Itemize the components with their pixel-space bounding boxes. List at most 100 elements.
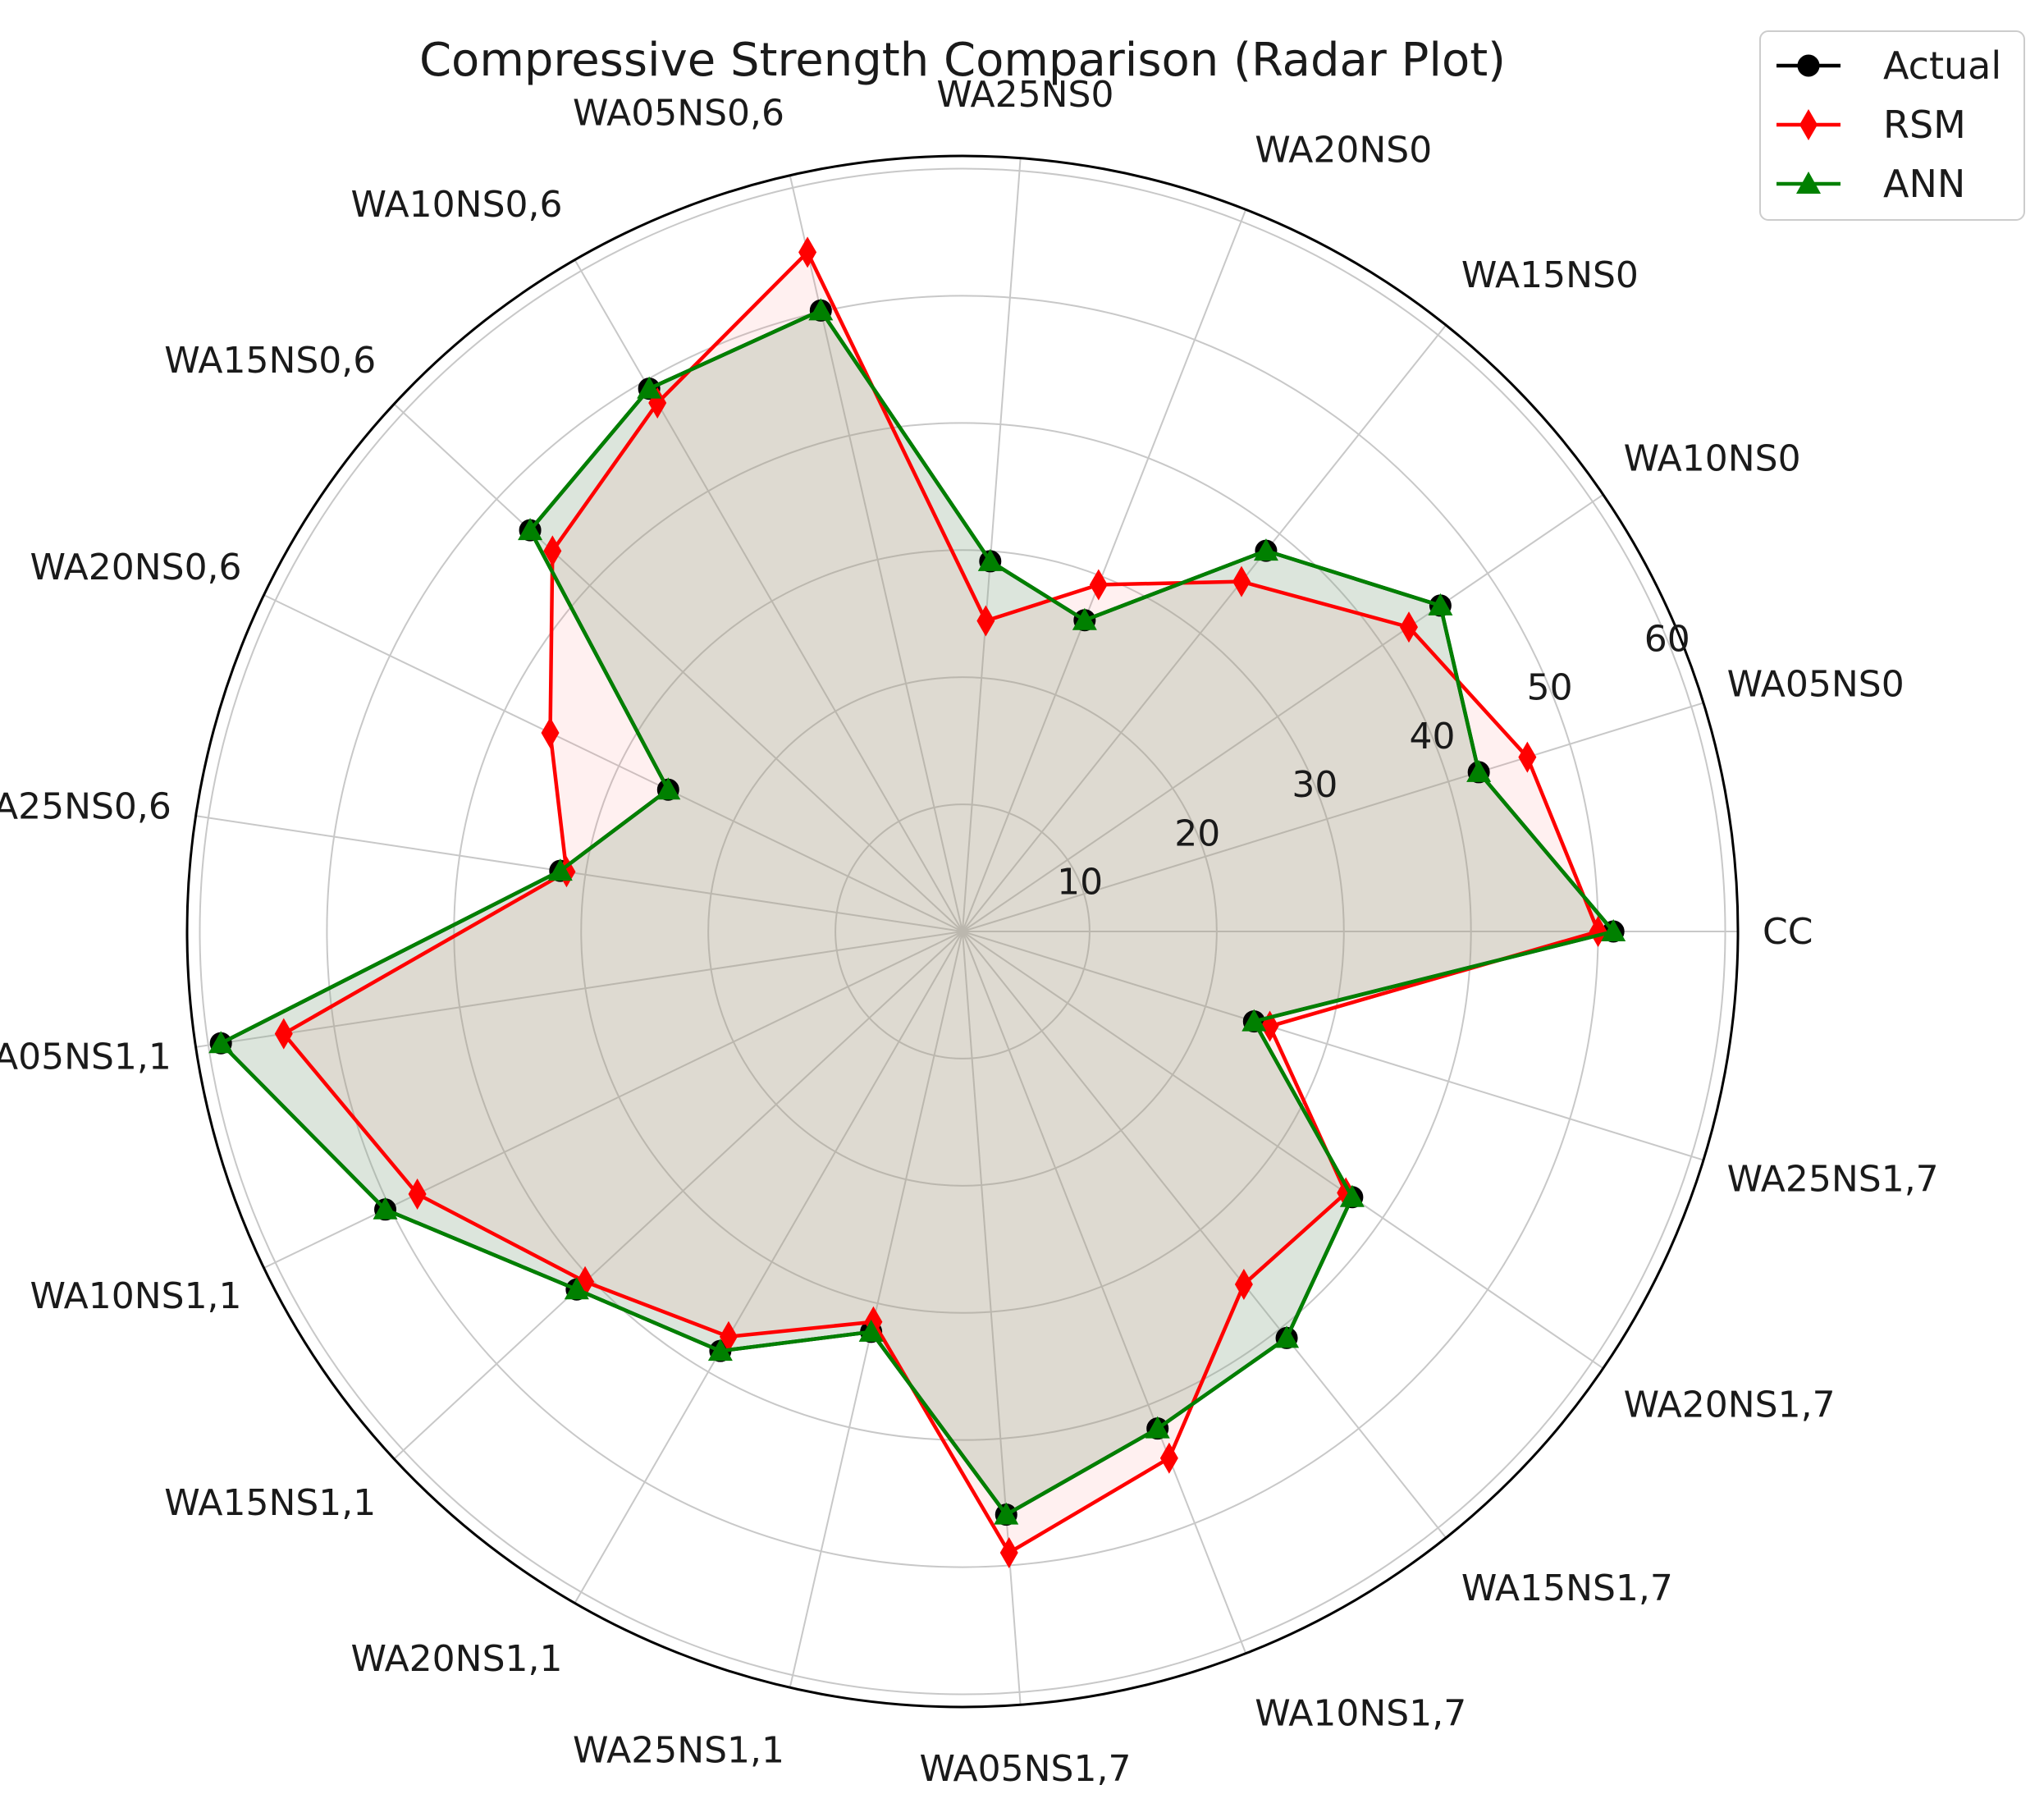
radial-grid xyxy=(185,154,1740,1709)
category-label: WA05NS0 xyxy=(1727,663,1905,705)
category-label: WA10NS0 xyxy=(1624,438,1801,480)
legend-label-rsm: RSM xyxy=(1883,103,1966,147)
grid-spoke xyxy=(263,594,963,932)
grid-spoke xyxy=(962,702,1704,932)
point-rsm xyxy=(274,1018,293,1050)
legend-marker-actual xyxy=(1797,54,1820,77)
point-ann xyxy=(1274,1325,1300,1348)
category-label: CC xyxy=(1763,911,1813,953)
point-ann xyxy=(808,298,834,321)
point-ann xyxy=(1466,759,1492,782)
point-rsm xyxy=(1232,565,1251,597)
grid-spoke xyxy=(962,931,1247,1654)
point-ann xyxy=(518,518,543,541)
category-label: WA05NS1,1 xyxy=(0,1036,171,1078)
series-lines xyxy=(208,236,1626,1568)
legend-marker-rsm xyxy=(1799,109,1818,140)
radial-tick-label: 60 xyxy=(1644,618,1690,660)
legend-box xyxy=(1759,30,2025,221)
category-label: WA15NS1,1 xyxy=(164,1482,376,1524)
category-labels: 10 20 30 40 50 60 CC WA05NS0 WA10NS0 WA15NS0 WA20N… xyxy=(0,74,1939,1790)
point-rsm xyxy=(543,535,562,567)
point-rsm xyxy=(976,605,995,637)
series-fill-ann xyxy=(221,310,1614,1515)
grid-spoke xyxy=(962,931,1704,1161)
point-rsm xyxy=(1089,569,1108,601)
category-label: WA25NS0 xyxy=(936,74,1113,116)
point-ann xyxy=(564,1277,589,1300)
series-line-ann xyxy=(218,309,1616,1517)
series-fill-actual xyxy=(221,310,1614,1515)
point-ann xyxy=(208,1031,234,1054)
category-label: WA10NS1,1 xyxy=(30,1275,242,1317)
legend-label-actual: Actual xyxy=(1883,43,2001,88)
point-rsm xyxy=(541,717,560,749)
radial-tick-label: 40 xyxy=(1410,716,1456,757)
point-rsm xyxy=(408,1178,427,1210)
category-label: WA15NS0,6 xyxy=(164,340,376,382)
point-ann xyxy=(547,858,573,881)
point-rsm xyxy=(1399,611,1418,643)
category-label: WA20NS0,6 xyxy=(30,547,242,588)
category-label: WA25NS0,6 xyxy=(0,786,171,828)
radial-tick-label: 50 xyxy=(1527,667,1573,709)
series-fills xyxy=(221,252,1614,1553)
point-ann xyxy=(994,1502,1019,1525)
legend-marker-ann xyxy=(1796,172,1821,194)
grid-spoke xyxy=(962,931,1604,1370)
point-rsm xyxy=(999,1536,1018,1568)
grid-spoke xyxy=(962,931,1022,1705)
point-ann xyxy=(707,1339,733,1362)
grid-spoke xyxy=(195,931,963,1048)
legend: Actual RSM ANN xyxy=(1759,30,2025,221)
category-label: WA20NS1,7 xyxy=(1624,1384,1836,1426)
grid-spoke xyxy=(962,208,1247,932)
point-ann xyxy=(373,1197,398,1220)
category-label: WA15NS1,7 xyxy=(1461,1567,1673,1609)
series-line-rsm xyxy=(281,250,1600,1555)
point-rsm xyxy=(1518,741,1537,773)
grid-spoke xyxy=(962,493,1604,932)
point-ann xyxy=(1072,607,1097,630)
category-label: WA15NS0 xyxy=(1461,254,1639,296)
category-label: WA05NS1,7 xyxy=(919,1748,1131,1790)
category-label: WA25NS1,7 xyxy=(1727,1159,1939,1201)
grid-spoke xyxy=(574,931,963,1604)
legend-label-ann: ANN xyxy=(1883,162,1965,206)
grid-spoke xyxy=(393,403,963,932)
point-rsm xyxy=(719,1320,738,1352)
chart-title: Compressive Strength Comparison (Radar P… xyxy=(419,34,1506,87)
category-label: WA20NS0 xyxy=(1255,130,1432,172)
grid-spoke xyxy=(962,931,1447,1539)
point-rsm xyxy=(1234,1268,1253,1300)
grid-spoke xyxy=(962,158,1022,932)
radial-tick-label: 10 xyxy=(1057,862,1103,904)
point-ann xyxy=(1241,1009,1267,1032)
point-rsm xyxy=(1159,1442,1178,1474)
point-ann xyxy=(637,376,662,399)
point-ann xyxy=(1253,538,1278,561)
point-ann xyxy=(1145,1416,1170,1439)
category-label: WA10NS0,6 xyxy=(350,184,562,226)
point-ann xyxy=(858,1319,884,1342)
grid-spoke xyxy=(962,324,1447,932)
category-label: WA20NS1,1 xyxy=(350,1638,562,1680)
point-ann xyxy=(656,777,681,800)
category-label: WA25NS1,1 xyxy=(573,1729,784,1771)
point-ann xyxy=(1601,919,1626,941)
series-fill-rsm xyxy=(283,252,1598,1553)
radar-outer-frame xyxy=(185,154,1740,1709)
category-label: WA05NS0,6 xyxy=(573,93,784,135)
grid-spoke xyxy=(574,259,963,932)
point-ann xyxy=(1428,593,1453,616)
radial-tick-label: 30 xyxy=(1292,764,1338,806)
radial-tick-label: 20 xyxy=(1174,812,1220,854)
category-label: WA10NS1,7 xyxy=(1255,1692,1466,1734)
grid-spoke xyxy=(393,931,963,1460)
point-ann xyxy=(1339,1184,1365,1207)
grid-spoke xyxy=(789,931,963,1688)
point-ann xyxy=(977,548,1003,571)
point-rsm xyxy=(798,236,817,268)
grid-spoke xyxy=(195,815,963,932)
